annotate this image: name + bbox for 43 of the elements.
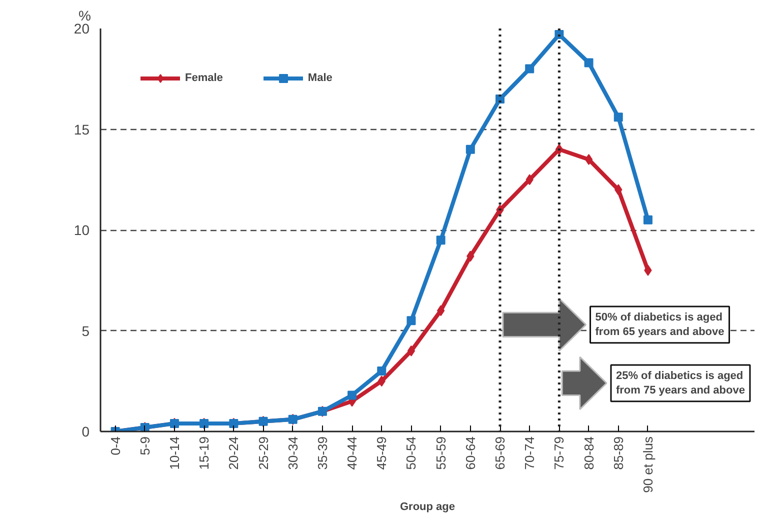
point: [466, 144, 475, 154]
point: [525, 64, 534, 74]
point: [348, 390, 357, 400]
x-tick-label: 90 et plus: [640, 436, 656, 493]
point: [614, 112, 623, 122]
legend-label: Female: [185, 72, 223, 84]
point: [436, 236, 446, 245]
point: [584, 154, 593, 165]
y-tick-label: 5: [82, 322, 90, 339]
x-tick-label: 55-59: [433, 436, 448, 470]
x-tick-label: 5-9: [137, 436, 152, 456]
x-tick-label: 40-44: [344, 436, 360, 470]
x-tick-label: 80-84: [581, 436, 596, 470]
x-tick-label: 85-89: [610, 436, 626, 470]
x-tick-label: 30-34: [285, 436, 300, 470]
x-tick-label: 45-49: [374, 436, 390, 470]
x-tick-label: 60-64: [462, 436, 478, 470]
x-tick-label: 20-24: [226, 436, 242, 470]
x-tick-label: 0-4: [108, 436, 123, 456]
point: [584, 58, 594, 68]
point: [554, 30, 564, 40]
y-tick-label: 0: [82, 424, 90, 440]
point: [377, 366, 386, 376]
y-tick-label: 10: [74, 222, 90, 238]
point: [643, 215, 652, 224]
x-tick-label: 70-74: [522, 436, 538, 470]
x-tick-label: 50-54: [404, 436, 419, 470]
x-tick-label: 10-14: [166, 436, 182, 470]
annotation: 25% of diabetics is aged from 75 years and above: [616, 370, 745, 396]
point: [406, 316, 416, 326]
y-tick-label: 15: [74, 121, 90, 138]
y-tick-label: 20: [74, 20, 90, 36]
annotation: 50% of diabetics is aged from 65 years and above: [595, 312, 724, 338]
y-axis-title: %: [78, 8, 91, 24]
x-tick-label: 15-19: [196, 436, 212, 470]
x-tick-label: 35-39: [314, 436, 330, 470]
x-tick-label: 75-79: [552, 436, 567, 470]
x-tick-label: 25-29: [256, 436, 271, 470]
point: [436, 305, 445, 316]
x-axis-title: Group age: [400, 500, 456, 513]
x-tick-label: 65-69: [492, 436, 508, 470]
legend-label: Male: [308, 72, 332, 84]
point: [407, 345, 416, 356]
